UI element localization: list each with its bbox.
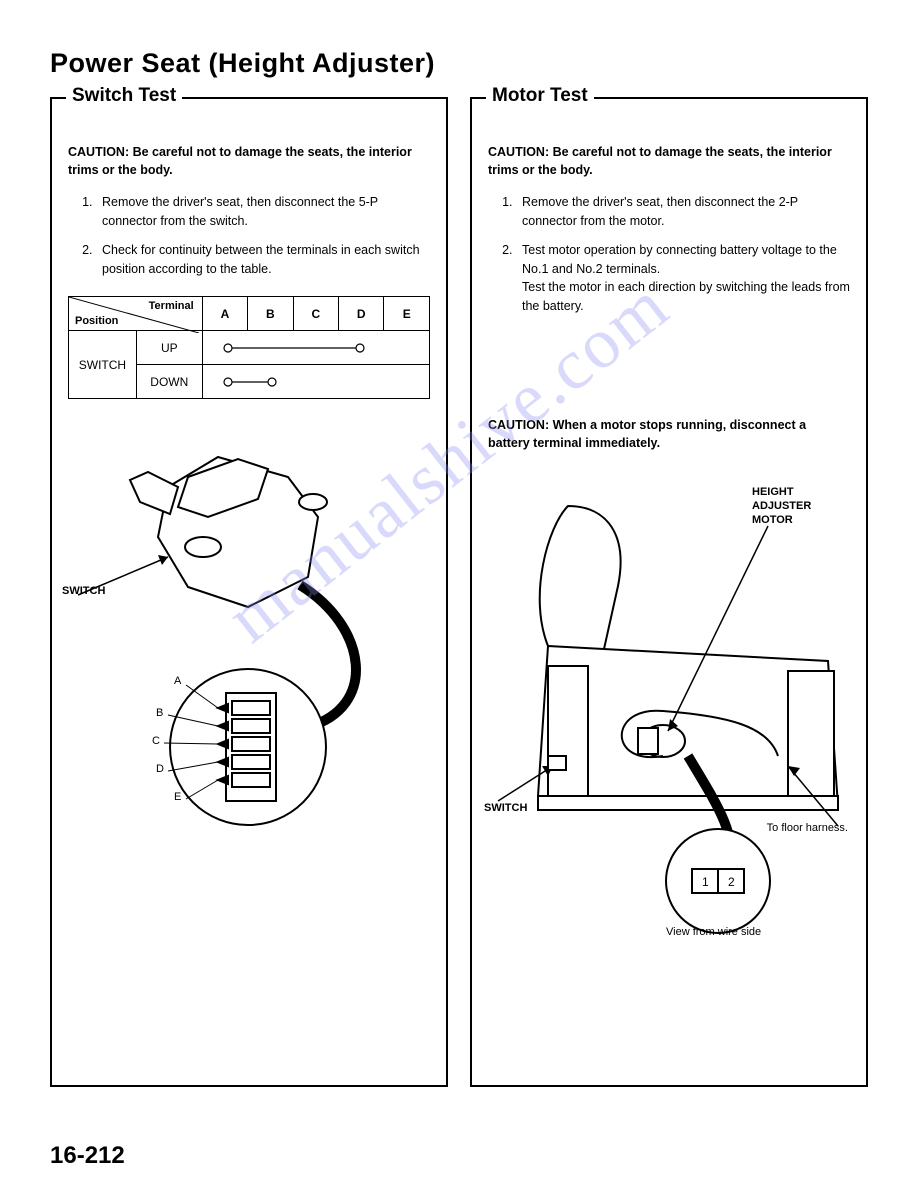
page-number: 16-212 xyxy=(50,1142,125,1170)
switch-figure: SWITCH A B C D E xyxy=(68,427,430,847)
th-col-e: E xyxy=(384,297,430,331)
page-title: Power Seat (Height Adjuster) xyxy=(50,48,868,79)
columns-container: Switch Test CAUTION: Be careful not to d… xyxy=(50,97,868,1087)
pin-e-label: E xyxy=(174,791,181,803)
motor-switch-label: SWITCH xyxy=(484,802,527,814)
terminal-table: Terminal Position A B C D E SWITCH UP xyxy=(68,296,430,399)
motor-label: HEIGHT ADJUSTER MOTOR xyxy=(752,486,842,527)
continuity-down-icon xyxy=(206,366,426,398)
th-col-b: B xyxy=(248,297,293,331)
pin-d-label: D xyxy=(156,763,164,775)
pin-a-label: A xyxy=(174,675,181,687)
switch-fig-label: SWITCH xyxy=(62,585,105,597)
row-down-label: DOWN xyxy=(136,365,202,399)
motor-test-legend: Motor Test xyxy=(486,85,594,107)
switch-test-legend: Switch Test xyxy=(66,85,182,107)
switch-step-1: Remove the driver's seat, then disconnec… xyxy=(96,193,430,231)
switch-caution: CAUTION: Be careful not to damage the se… xyxy=(68,143,430,179)
row-group-switch: SWITCH xyxy=(69,331,137,399)
th-terminal: Terminal xyxy=(149,300,194,312)
continuity-up-icon xyxy=(206,332,426,364)
motor-caution: CAUTION: Be careful not to damage the se… xyxy=(488,143,850,179)
th-col-d: D xyxy=(339,297,384,331)
motor-steps: Remove the driver's seat, then disconnec… xyxy=(488,193,850,316)
th-col-c: C xyxy=(293,297,338,331)
conn-pin-2: 2 xyxy=(728,875,735,889)
pin-b-label: B xyxy=(156,707,163,719)
pin-c-label: C xyxy=(152,735,160,747)
harness-label: To floor harness. xyxy=(767,822,848,834)
motor-step-2: Test motor operation by connecting batte… xyxy=(516,241,850,316)
motor-figure: 1 2 HEIGHT ADJUSTER MOTOR SWITCH To floo… xyxy=(488,466,850,946)
motor-test-panel: Motor Test CAUTION: Be careful not to da… xyxy=(470,97,868,1087)
switch-test-panel: Switch Test CAUTION: Be careful not to d… xyxy=(50,97,448,1087)
conn-pin-1: 1 xyxy=(702,875,709,889)
th-col-a: A xyxy=(202,297,247,331)
th-position: Position xyxy=(75,315,118,327)
switch-step-2: Check for continuity between the termina… xyxy=(96,241,430,279)
motor-stop-caution: CAUTION: When a motor stops running, dis… xyxy=(488,416,850,452)
switch-steps: Remove the driver's seat, then disconnec… xyxy=(68,193,430,278)
row-up-label: UP xyxy=(136,331,202,365)
motor-step-1: Remove the driver's seat, then disconnec… xyxy=(516,193,850,231)
view-label: View from wire side xyxy=(666,926,761,938)
